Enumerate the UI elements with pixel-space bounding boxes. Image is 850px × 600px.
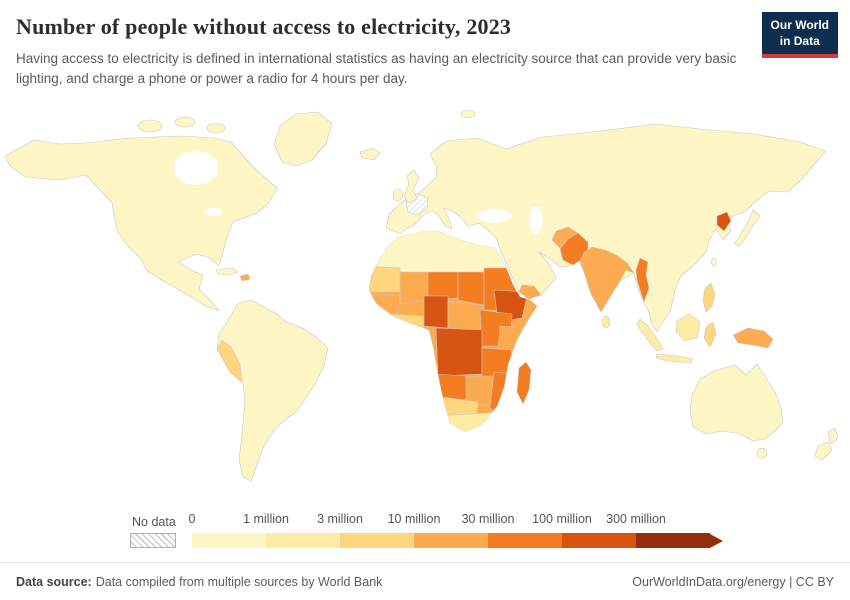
region-nigeria[interactable] bbox=[423, 295, 449, 329]
owid-logo-line2: in Data bbox=[779, 33, 820, 48]
legend-tick-label: 300 million bbox=[606, 512, 666, 526]
region-arctic-islands[interactable] bbox=[174, 116, 196, 128]
region-chad[interactable] bbox=[457, 271, 485, 306]
page-title: Number of people without access to elect… bbox=[16, 14, 512, 39]
region-cuba[interactable] bbox=[215, 267, 239, 276]
region-japan[interactable] bbox=[734, 209, 761, 248]
region-greenland[interactable] bbox=[273, 111, 333, 167]
region-madagascar[interactable] bbox=[516, 361, 532, 405]
legend-arrow bbox=[710, 534, 723, 548]
region-borneo[interactable] bbox=[675, 313, 701, 342]
no-data-label: No data bbox=[132, 515, 176, 529]
legend-tick-label: 1 million bbox=[243, 512, 289, 526]
region-myanmar[interactable] bbox=[635, 257, 650, 303]
owid-link[interactable]: OurWorldInData.org/energy | CC BY bbox=[632, 574, 834, 589]
legend-tick-label: 100 million bbox=[532, 512, 592, 526]
legend-bin-6[interactable] bbox=[636, 533, 710, 548]
region-java[interactable] bbox=[655, 353, 694, 364]
header: Number of people without access to elect… bbox=[16, 14, 755, 88]
legend-tick-label: 10 million bbox=[387, 512, 441, 526]
region-australia[interactable] bbox=[689, 363, 784, 442]
data-source: Data source: Data compiled from multiple … bbox=[16, 575, 382, 589]
region-arctic-islands[interactable] bbox=[137, 119, 163, 133]
hudson-bay bbox=[174, 151, 218, 185]
legend-tick-label: 0 bbox=[188, 512, 196, 526]
region-new-zealand[interactable] bbox=[827, 427, 839, 445]
region-drc[interactable] bbox=[435, 327, 483, 377]
owid-logo[interactable]: Our World in Data bbox=[761, 12, 838, 59]
region-sumatra[interactable] bbox=[636, 318, 664, 352]
region-peru[interactable] bbox=[216, 339, 243, 383]
region-tasmania[interactable] bbox=[756, 447, 768, 459]
region-new-zealand[interactable] bbox=[814, 441, 833, 461]
region-philippines[interactable] bbox=[702, 282, 716, 313]
region-sulawesi[interactable] bbox=[703, 321, 717, 348]
black-sea bbox=[477, 209, 511, 223]
page-subtitle: Having access to electricity is defined … bbox=[16, 51, 737, 86]
legend-bin-5[interactable] bbox=[562, 533, 636, 548]
legend-tick-label: 30 million bbox=[461, 512, 515, 526]
legend-bin-0[interactable] bbox=[192, 533, 266, 548]
region-yemen[interactable] bbox=[518, 284, 542, 300]
legend-bar: 0 1 million 3 million 10 million 30 mill… bbox=[188, 512, 732, 548]
owid-logo-line1: Our World bbox=[770, 18, 829, 32]
region-new-guinea[interactable] bbox=[732, 327, 774, 349]
legend-bin-1[interactable] bbox=[266, 533, 340, 548]
region-haiti[interactable] bbox=[239, 273, 251, 282]
region-ireland[interactable] bbox=[392, 188, 404, 202]
footer: Data source: Data compiled from multiple … bbox=[0, 562, 850, 600]
legend-tick-label: 3 million bbox=[317, 512, 363, 526]
world-map bbox=[0, 100, 850, 500]
no-data-swatch[interactable] bbox=[130, 533, 176, 548]
region-uk[interactable] bbox=[403, 169, 420, 204]
region-north-korea[interactable] bbox=[716, 211, 732, 232]
region-taiwan[interactable] bbox=[711, 257, 717, 267]
legend-color-bar bbox=[192, 533, 710, 548]
data-source-label: Data source: bbox=[16, 574, 92, 589]
legend-bin-3[interactable] bbox=[414, 533, 488, 548]
caspian-sea bbox=[529, 206, 543, 234]
great-lakes bbox=[204, 208, 222, 216]
region-sri-lanka[interactable] bbox=[601, 315, 611, 329]
legend-no-data[interactable]: No data bbox=[130, 515, 176, 548]
legend-bin-2[interactable] bbox=[340, 533, 414, 548]
region-svalbard[interactable] bbox=[460, 110, 476, 118]
map-legend: No data 0 1 million 3 million 10 million… bbox=[130, 512, 732, 548]
region-eurasia[interactable] bbox=[385, 123, 827, 333]
region-arctic-islands[interactable] bbox=[206, 122, 226, 134]
region-iceland[interactable] bbox=[359, 147, 381, 161]
region-pakistan[interactable] bbox=[559, 232, 589, 266]
data-source-text: Data compiled from multiple sources by W… bbox=[95, 574, 383, 589]
legend-bin-4[interactable] bbox=[488, 533, 562, 548]
region-india[interactable] bbox=[579, 246, 635, 313]
